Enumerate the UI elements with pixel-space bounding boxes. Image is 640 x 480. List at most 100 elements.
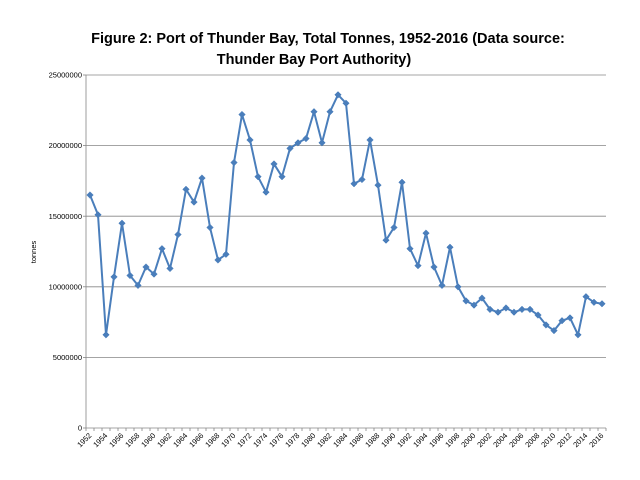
x-tick-label: 2016 xyxy=(587,431,605,449)
data-point xyxy=(598,300,606,308)
data-point xyxy=(478,294,486,302)
x-tick-label: 2008 xyxy=(523,431,541,449)
x-tick-label: 1964 xyxy=(171,431,189,449)
data-point xyxy=(158,245,166,253)
data-point xyxy=(150,270,158,278)
data-point xyxy=(494,308,502,316)
data-point xyxy=(430,263,438,271)
data-point xyxy=(174,230,182,239)
data-point xyxy=(238,110,246,119)
x-tick-label: 2006 xyxy=(507,431,525,449)
data-point xyxy=(374,181,382,189)
x-tick-label: 1970 xyxy=(219,431,237,449)
data-point xyxy=(86,191,94,199)
data-point xyxy=(326,108,334,116)
x-axis-tick-labels: 1952195419561958196019621964196619681970… xyxy=(75,431,605,449)
x-tick-label: 1956 xyxy=(107,431,125,449)
data-point xyxy=(574,331,582,339)
y-tick-label: 5000000 xyxy=(53,353,82,362)
data-point xyxy=(110,273,118,281)
data-point xyxy=(382,236,390,244)
data-point xyxy=(470,301,478,309)
data-point xyxy=(134,281,142,290)
axes xyxy=(83,74,607,431)
data-point xyxy=(398,178,406,186)
data-point xyxy=(390,223,398,232)
x-tick-label: 1988 xyxy=(363,431,381,449)
data-point xyxy=(126,271,134,280)
gridlines xyxy=(86,74,606,358)
series-line xyxy=(89,93,603,336)
x-tick-label: 1984 xyxy=(331,431,349,449)
data-point xyxy=(334,91,342,99)
data-point xyxy=(342,99,350,107)
x-tick-label: 1974 xyxy=(251,431,269,449)
y-axis-label: tonnes xyxy=(29,240,38,263)
data-point xyxy=(246,136,254,144)
x-tick-label: 1954 xyxy=(91,431,109,449)
data-point xyxy=(542,321,550,329)
data-point xyxy=(590,298,598,306)
data-point xyxy=(422,229,430,237)
data-point xyxy=(206,223,214,232)
x-tick-label: 1992 xyxy=(395,431,413,449)
data-point xyxy=(270,160,278,168)
x-tick-label: 1958 xyxy=(123,431,141,449)
x-tick-label: 2002 xyxy=(475,431,493,449)
x-tick-label: 1962 xyxy=(155,431,173,449)
data-point xyxy=(318,139,326,147)
data-point xyxy=(486,305,494,314)
data-point xyxy=(254,173,262,181)
x-tick-label: 1952 xyxy=(75,431,93,449)
x-tick-label: 1968 xyxy=(203,431,221,449)
x-tick-label: 1980 xyxy=(299,431,317,449)
y-tick-label: 10000000 xyxy=(49,282,82,291)
x-tick-label: 1972 xyxy=(235,431,253,449)
data-point xyxy=(350,180,358,188)
x-tick-label: 2012 xyxy=(555,431,573,449)
x-tick-label: 1996 xyxy=(427,431,445,449)
data-point xyxy=(166,264,174,273)
y-tick-label: 15000000 xyxy=(49,212,82,221)
chart-title-line-2: Thunder Bay Port Authority) xyxy=(217,52,412,68)
data-point xyxy=(526,305,534,314)
data-point xyxy=(462,297,470,305)
data-point xyxy=(438,281,446,290)
data-point xyxy=(582,293,590,301)
data-point xyxy=(294,139,302,147)
data-point xyxy=(286,144,294,153)
data-point xyxy=(414,261,422,270)
x-tick-label: 1976 xyxy=(267,431,285,449)
data-point xyxy=(198,174,206,182)
x-tick-label: 1986 xyxy=(347,431,365,449)
y-tick-label: 0 xyxy=(78,424,82,433)
series-total-tonnes xyxy=(86,91,606,339)
x-tick-label: 1990 xyxy=(379,431,397,449)
data-point xyxy=(102,331,110,339)
x-tick-label: 1960 xyxy=(139,431,157,449)
data-point xyxy=(230,158,238,167)
data-point xyxy=(302,134,310,143)
data-point xyxy=(510,308,518,316)
data-point xyxy=(518,305,526,314)
data-point xyxy=(502,304,510,312)
y-tick-label: 20000000 xyxy=(49,141,82,150)
x-tick-label: 2010 xyxy=(539,431,557,449)
data-point xyxy=(454,283,462,291)
x-tick-label: 2004 xyxy=(491,431,509,449)
data-point xyxy=(534,311,542,319)
data-point xyxy=(142,263,150,271)
x-tick-label: 1978 xyxy=(283,431,301,449)
x-tick-label: 1982 xyxy=(315,431,333,449)
x-tick-label: 2014 xyxy=(571,431,589,449)
x-tick-label: 1998 xyxy=(443,431,461,449)
data-point xyxy=(278,173,286,181)
x-tick-label: 2000 xyxy=(459,431,477,449)
data-point xyxy=(558,317,566,325)
data-point xyxy=(358,175,366,184)
data-point xyxy=(182,185,190,194)
y-tick-label: 25000000 xyxy=(49,71,82,80)
data-point xyxy=(366,136,374,144)
data-point xyxy=(118,219,126,227)
